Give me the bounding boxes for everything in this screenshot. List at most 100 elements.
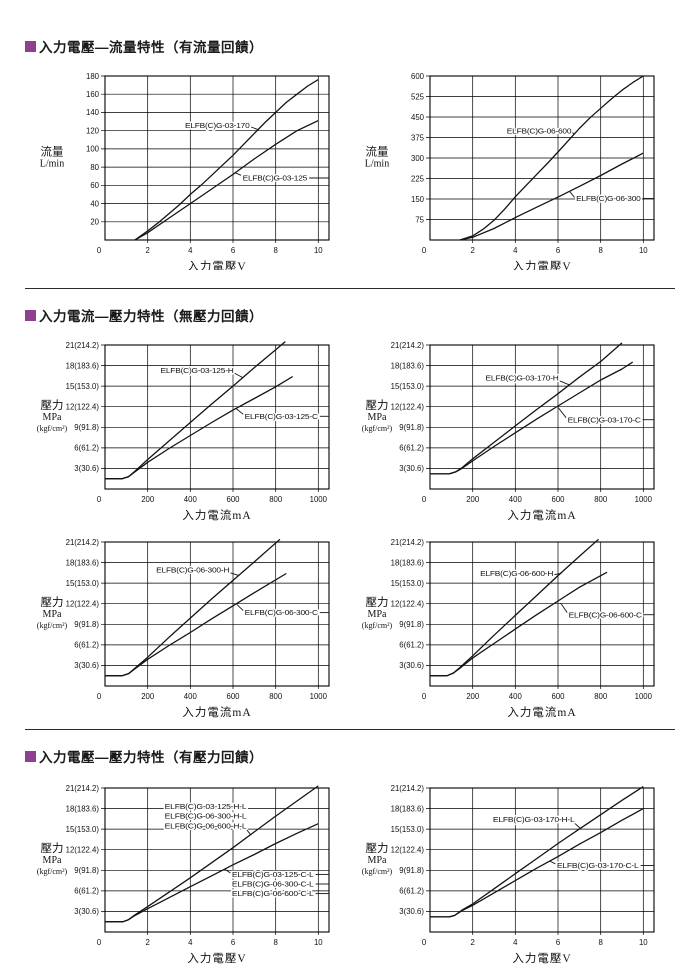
svg-text:20: 20 — [90, 218, 99, 227]
svg-text:入力電流mA: 入力電流mA — [507, 508, 576, 521]
svg-text:2: 2 — [146, 246, 150, 255]
svg-text:200: 200 — [141, 495, 155, 504]
svg-text:ELFB(C)G-03-170-C: ELFB(C)G-03-170-C — [568, 415, 642, 424]
svg-text:100: 100 — [86, 145, 100, 154]
svg-text:3(30.6): 3(30.6) — [74, 907, 99, 916]
svg-text:6(61.2): 6(61.2) — [74, 887, 99, 896]
svg-text:3(30.6): 3(30.6) — [74, 661, 99, 670]
voltage-pressure-chart-row: 2 4 6 8 10 0 3(30.6) 6(61.2) 9(91.8) 12(122.4) 15(… — [25, 782, 675, 969]
svg-text:4: 4 — [188, 938, 193, 947]
svg-text:0: 0 — [422, 495, 427, 504]
svg-text:ELFB(C)G-03-125-C: ELFB(C)G-03-125-C — [245, 412, 319, 421]
svg-text:8: 8 — [274, 938, 278, 947]
svg-text:(kgf/cm²): (kgf/cm²) — [362, 424, 393, 433]
svg-text:200: 200 — [141, 692, 155, 701]
svg-text:0: 0 — [97, 692, 102, 701]
svg-text:600: 600 — [551, 495, 565, 504]
svg-text:18(183.6): 18(183.6) — [391, 804, 425, 813]
svg-text:375: 375 — [411, 133, 425, 142]
chart-input-voltage-flow-03: 2 4 6 8 10 0 20 40 60 80 100 120 140 160 180 流量 L/min 入力電… — [25, 68, 350, 275]
svg-text:21(214.2): 21(214.2) — [66, 538, 100, 547]
section-header-flow: 入力電壓—流量特性（有流量回饋） — [25, 36, 675, 56]
svg-text:200: 200 — [466, 692, 480, 701]
chart-input-voltage-flow-06: 2 4 6 8 10 0 75 150 225 300 375 450 525 600 流量 L/min 入力電… — [350, 68, 675, 275]
svg-text:400: 400 — [509, 692, 523, 701]
svg-text:(kgf/cm²): (kgf/cm²) — [37, 424, 68, 433]
svg-text:80: 80 — [90, 163, 99, 172]
svg-text:流量: 流量 — [366, 145, 389, 159]
section-divider — [25, 729, 675, 730]
svg-text:6(61.2): 6(61.2) — [74, 641, 99, 650]
section-bullet-icon — [25, 309, 36, 321]
svg-text:600: 600 — [226, 495, 240, 504]
svg-text:6(61.2): 6(61.2) — [399, 641, 424, 650]
chart-input-current-pressure-06-300: 200 400 600 800 1000 0 3(30.6) 6(61.2) 9(91.8) 12… — [25, 536, 350, 723]
svg-text:600: 600 — [411, 72, 425, 81]
svg-text:800: 800 — [594, 692, 608, 701]
svg-text:ELFB(C)G-03-125-C-L: ELFB(C)G-03-125-C-L — [232, 870, 314, 879]
svg-text:6: 6 — [231, 246, 235, 255]
svg-text:入力電壓V: 入力電壓V — [187, 260, 246, 270]
svg-text:2: 2 — [471, 246, 475, 255]
svg-text:400: 400 — [184, 495, 198, 504]
svg-text:6(61.2): 6(61.2) — [399, 887, 424, 896]
section-divider — [25, 288, 675, 289]
pressure-chart-row-2: 200 400 600 800 1000 0 3(30.6) 6(61.2) 9(91.8) 12… — [25, 536, 675, 723]
svg-text:0: 0 — [97, 938, 102, 947]
svg-text:15(153.0): 15(153.0) — [66, 825, 100, 834]
svg-text:MPa: MPa — [43, 609, 62, 620]
svg-text:1000: 1000 — [635, 495, 653, 504]
svg-text:525: 525 — [411, 92, 425, 101]
svg-text:21(214.2): 21(214.2) — [66, 341, 100, 350]
section-title: 入力電流—壓力特性（無壓力回饋） — [39, 309, 263, 324]
svg-text:流量: 流量 — [41, 145, 64, 159]
svg-text:40: 40 — [90, 199, 99, 208]
svg-text:21(214.2): 21(214.2) — [391, 538, 425, 547]
svg-text:MPa: MPa — [368, 609, 387, 620]
svg-text:800: 800 — [594, 495, 608, 504]
svg-text:6(61.2): 6(61.2) — [74, 444, 99, 453]
svg-text:180: 180 — [86, 72, 100, 81]
svg-text:15(153.0): 15(153.0) — [391, 825, 425, 834]
section-header-current-pressure: 入力電流—壓力特性（無壓力回饋） — [25, 305, 675, 325]
svg-text:壓力: 壓力 — [366, 842, 389, 855]
svg-text:4: 4 — [513, 246, 518, 255]
svg-text:8: 8 — [599, 938, 603, 947]
svg-text:3(30.6): 3(30.6) — [399, 907, 424, 916]
svg-text:3(30.6): 3(30.6) — [74, 464, 99, 473]
section-bullet-icon — [25, 40, 36, 52]
svg-text:ELFB(C)G-06-600-H: ELFB(C)G-06-600-H — [480, 569, 553, 578]
svg-text:8: 8 — [599, 246, 603, 255]
svg-text:21(214.2): 21(214.2) — [391, 784, 425, 793]
svg-text:2: 2 — [146, 938, 150, 947]
svg-text:15(153.0): 15(153.0) — [66, 579, 100, 588]
svg-text:800: 800 — [269, 495, 283, 504]
svg-text:入力電流mA: 入力電流mA — [507, 705, 576, 718]
svg-text:18(183.6): 18(183.6) — [391, 558, 425, 567]
svg-text:400: 400 — [509, 495, 523, 504]
svg-text:600: 600 — [226, 692, 240, 701]
svg-text:MPa: MPa — [43, 855, 62, 866]
svg-text:6: 6 — [556, 246, 560, 255]
chart-input-voltage-pressure-170: 2 4 6 8 10 0 3(30.6) 6(61.2) 9(91.8) 12(122.4) 15(… — [350, 782, 675, 969]
section-bullet-icon — [25, 750, 36, 762]
svg-text:ELFB(C)G-06-600-H-L: ELFB(C)G-06-600-H-L — [165, 821, 247, 830]
svg-text:300: 300 — [411, 154, 425, 163]
pressure-chart-row-1: 200 400 600 800 1000 0 3(30.6) 6(61.2) 9(91.8) 12… — [25, 339, 675, 526]
svg-text:壓力: 壓力 — [41, 596, 64, 609]
chart-input-current-pressure-03-170: 200 400 600 800 1000 0 3(30.6) 6(61.2) 9(91.8) 12… — [350, 339, 675, 526]
svg-text:3(30.6): 3(30.6) — [399, 464, 424, 473]
svg-text:10: 10 — [639, 938, 648, 947]
svg-text:ELFB(C)G-06-600: ELFB(C)G-06-600 — [507, 126, 572, 135]
svg-text:12(122.4): 12(122.4) — [66, 403, 100, 412]
svg-text:ELFB(C)G-06-600-C-L: ELFB(C)G-06-600-C-L — [232, 889, 314, 898]
svg-text:1000: 1000 — [635, 692, 653, 701]
svg-text:6(61.2): 6(61.2) — [399, 444, 424, 453]
svg-text:壓力: 壓力 — [41, 842, 64, 855]
svg-text:壓力: 壓力 — [366, 596, 389, 609]
svg-text:9(91.8): 9(91.8) — [399, 423, 424, 432]
svg-text:12(122.4): 12(122.4) — [66, 600, 100, 609]
svg-text:450: 450 — [411, 113, 425, 122]
section-title: 入力電壓—流量特性（有流量回饋） — [39, 40, 263, 55]
